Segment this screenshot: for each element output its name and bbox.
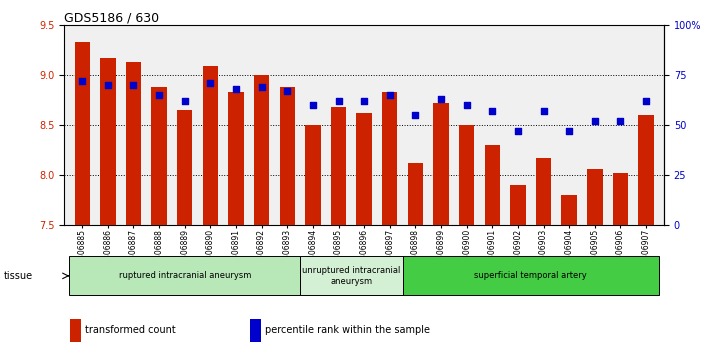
Point [205,80,216,86]
Bar [74,42,90,225]
Text: ruptured intracranial aneurysm: ruptured intracranial aneurysm [119,272,251,280]
Bar [433,103,448,225]
Bar [250,319,261,342]
Point [615,118,626,124]
FancyBboxPatch shape [300,256,403,295]
Bar [511,185,526,225]
Bar [485,145,500,225]
Bar [151,87,167,225]
Point [154,92,165,98]
Bar [70,319,81,342]
Point [384,92,396,98]
Bar [100,58,116,225]
Bar [536,158,551,225]
Point [102,82,114,88]
Point [358,98,370,104]
Text: transformed count: transformed count [85,325,176,335]
Bar [126,62,141,225]
Point [333,98,344,104]
Bar [459,125,474,225]
FancyBboxPatch shape [403,256,659,295]
Text: percentile rank within the sample: percentile rank within the sample [265,325,430,335]
Point [231,86,242,92]
Point [179,98,191,104]
Bar [228,92,243,225]
Bar [613,173,628,225]
Text: tissue: tissue [4,271,33,281]
Point [486,108,498,114]
Text: GDS5186 / 630: GDS5186 / 630 [64,11,159,24]
Point [640,98,652,104]
Point [589,118,600,124]
Point [281,89,293,94]
Point [512,129,523,134]
Bar [305,125,321,225]
Point [307,102,318,108]
Bar [561,195,577,225]
Bar [382,92,398,225]
Text: unruptured intracranial
aneurysm: unruptured intracranial aneurysm [302,266,401,286]
Bar [638,115,654,225]
Text: superficial temporal artery: superficial temporal artery [474,272,587,280]
Bar [331,107,346,225]
FancyBboxPatch shape [69,256,300,295]
Point [128,82,139,88]
Point [538,108,549,114]
Point [76,78,88,84]
Point [461,102,473,108]
Bar [356,113,372,225]
Bar [587,169,603,225]
Point [563,129,575,134]
Bar [280,87,295,225]
Bar [254,76,269,225]
Point [256,85,267,90]
Point [410,113,421,118]
Bar [203,66,218,225]
Bar [408,163,423,225]
Bar [177,110,192,225]
Point [436,97,447,102]
